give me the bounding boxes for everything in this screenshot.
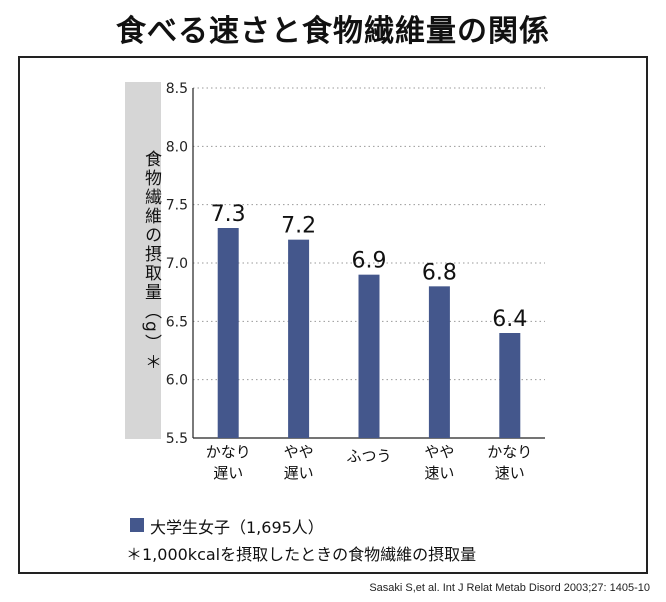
source-citation: Sasaki S,et al. Int J Relat Metab Disord… [369,582,650,594]
x-tick-label: 速い [424,464,454,482]
chart-title: 食べる速さと食物繊維量の関係 [116,14,550,49]
x-tick-label: かなり [487,443,532,461]
y-tick-label: 6.0 [166,373,188,389]
bar [358,274,380,438]
bar [499,333,521,438]
bar [217,228,239,438]
x-tick-label: 遅い [284,464,314,482]
x-tick-label: ふつう [346,447,391,465]
x-tick-label: 速い [495,464,525,482]
y-tick-label: 7.0 [166,256,188,272]
y-tick-label: 7.5 [166,198,188,214]
data-label: 7.3 [211,202,246,227]
data-label: 6.9 [352,249,387,274]
legend-swatch [130,518,144,532]
y-tick-label: 5.5 [166,431,188,447]
data-label: 6.8 [422,260,457,285]
legend-label: 大学生女子（1,695人） [150,518,324,537]
y-tick-label: 8.5 [166,81,188,97]
x-tick-label: かなり [206,443,251,461]
y-tick-label: 8.0 [166,139,188,155]
footnote: ＊1,000kcalを摂取したときの食物繊維の摂取量 [126,545,477,564]
x-tick-label: 遅い [213,464,243,482]
x-tick-label: やや [284,443,314,461]
data-label: 7.2 [281,214,316,239]
y-axis-label-box: 食物繊維の摂取量（g）＊ [125,82,161,439]
data-label: 6.4 [492,307,527,332]
y-tick-label: 6.5 [166,314,188,330]
chart-frame [18,56,648,574]
bar [288,239,310,438]
bar [428,286,450,438]
x-tick-label: やや [424,443,454,461]
y-axis-label: 食物繊維の摂取量（g）＊ [141,150,161,372]
